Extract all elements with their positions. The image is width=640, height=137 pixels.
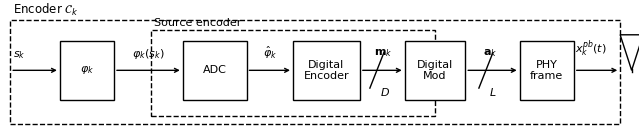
FancyBboxPatch shape	[293, 41, 360, 99]
Text: $\varphi_k(s_k)$: $\varphi_k(s_k)$	[132, 47, 164, 61]
Text: $\mathbf{a}_k$: $\mathbf{a}_k$	[483, 47, 497, 59]
FancyBboxPatch shape	[404, 41, 465, 99]
Text: Source encoder: Source encoder	[154, 18, 241, 28]
Text: $\varphi_k$: $\varphi_k$	[80, 64, 94, 76]
Text: ADC: ADC	[203, 65, 227, 75]
FancyBboxPatch shape	[182, 41, 246, 99]
Text: Encoder $\mathcal{C}_k$: Encoder $\mathcal{C}_k$	[13, 2, 79, 18]
Text: $\hat{\varphi}_k$: $\hat{\varphi}_k$	[262, 45, 277, 61]
Text: $x_k^{pb}(t)$: $x_k^{pb}(t)$	[575, 38, 607, 59]
Text: $s_k$: $s_k$	[13, 50, 26, 61]
FancyBboxPatch shape	[520, 41, 574, 99]
Text: $D$: $D$	[380, 85, 390, 98]
FancyBboxPatch shape	[60, 41, 114, 99]
Text: $\mathbf{m}_k$: $\mathbf{m}_k$	[374, 47, 392, 59]
Text: Digital
Mod: Digital Mod	[417, 59, 453, 81]
Text: Digital
Encoder: Digital Encoder	[303, 59, 349, 81]
Text: $L$: $L$	[489, 85, 497, 98]
Text: PHY
frame: PHY frame	[530, 59, 563, 81]
